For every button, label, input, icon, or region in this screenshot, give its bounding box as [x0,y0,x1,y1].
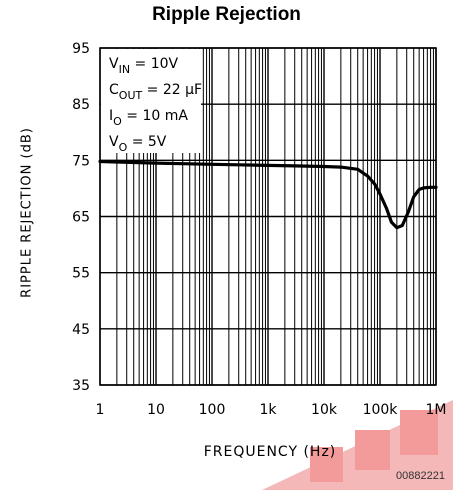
y-tick-label: 95 [72,41,90,57]
x-tick-label: 1 [96,402,105,418]
ripple-rejection-curve [98,159,438,230]
x-tick-label: 100 [199,402,226,418]
conditions-box: VIN = 10V COUT = 22 μF IO = 10 mA VO = 5V [101,49,202,154]
conditions-background [101,49,201,153]
condition-label: VO = 5V [109,134,167,154]
x-tick-label: 1M [426,402,447,418]
y-tick-label: 35 [72,378,90,394]
y-tick-label: 85 [72,97,90,113]
y-tick-label: 65 [72,210,90,226]
condition-label: COUT = 22 μF [109,82,202,102]
x-tick-label: 10 [147,402,165,418]
y-tick-label: 45 [72,322,90,338]
y-tick-label: 55 [72,266,90,282]
x-tick-label: 1k [259,402,277,418]
plot-frame [99,47,437,386]
chart-title: Ripple Rejection [152,4,301,25]
y-tick-label: 75 [72,153,90,169]
x-tick-label: 10k [311,402,338,418]
watermark-logo [262,400,453,490]
figure-code: 00882221 [396,470,445,482]
condition-label: IO = 10 mA [109,108,188,128]
x-tick-label: 100k [363,402,399,418]
condition-label: VIN = 10V [109,56,179,76]
x-axis-label: FREQUENCY (Hz) [203,444,337,460]
y-axis-label: RIPPLE REJECTION (dB) [19,127,35,298]
